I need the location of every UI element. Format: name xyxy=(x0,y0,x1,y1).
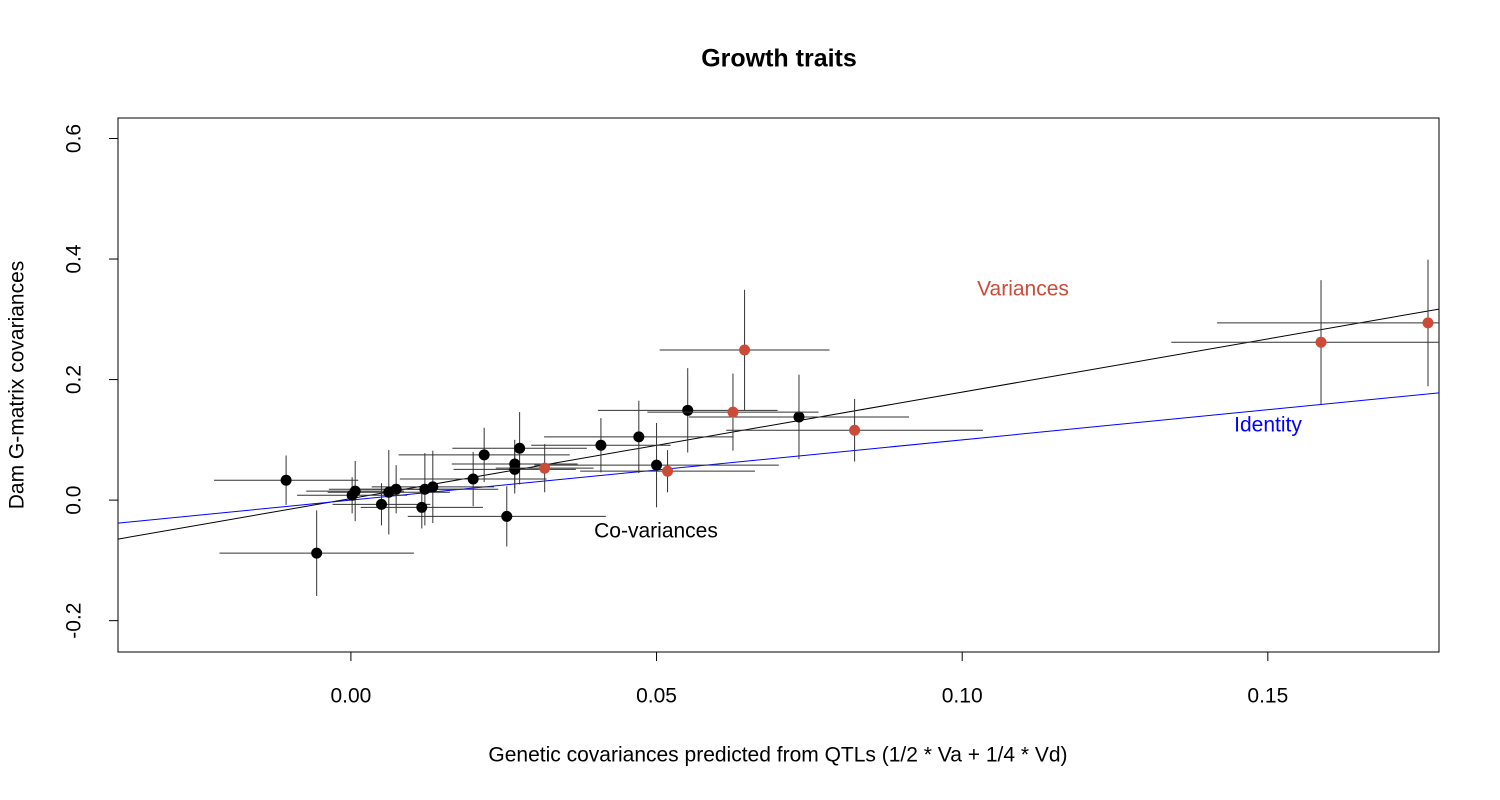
point xyxy=(1422,317,1434,329)
x-tick-label: 0.15 xyxy=(1247,685,1288,708)
x-tick-label: 0.10 xyxy=(942,685,983,708)
point xyxy=(509,463,521,475)
point xyxy=(633,431,645,443)
point xyxy=(727,406,739,418)
point xyxy=(390,483,402,495)
point xyxy=(311,547,323,559)
point xyxy=(280,474,292,486)
fit-line xyxy=(118,308,1439,540)
point xyxy=(793,411,805,423)
point xyxy=(501,510,513,522)
y-tick-label: 0.0 xyxy=(63,486,86,515)
point xyxy=(1315,336,1327,348)
point xyxy=(662,465,674,477)
point xyxy=(416,501,428,513)
fit-line xyxy=(118,392,1439,524)
point xyxy=(539,462,551,474)
chart-title: Growth traits xyxy=(701,45,857,73)
point xyxy=(682,404,694,416)
annotation: Co-variances xyxy=(594,520,718,543)
y-tick-label: 0.6 xyxy=(63,124,86,153)
point xyxy=(349,485,361,497)
point xyxy=(467,473,479,485)
x-tick-label: 0.05 xyxy=(636,685,677,708)
annotation: Variances xyxy=(977,278,1069,301)
x-axis-label: Genetic covariances predicted from QTLs … xyxy=(488,744,1067,767)
plot-frame xyxy=(117,117,1440,653)
point xyxy=(651,459,663,471)
point xyxy=(849,424,861,436)
point xyxy=(427,481,439,493)
y-axis-label: Dam G-matrix covariances xyxy=(6,261,29,510)
point xyxy=(739,344,751,356)
y-tick-label: 0.2 xyxy=(63,365,86,394)
x-tick-label: 0.00 xyxy=(330,685,371,708)
point xyxy=(375,498,387,510)
point xyxy=(595,439,607,451)
y-tick-label: 0.4 xyxy=(63,244,86,274)
y-tick-label: -0.2 xyxy=(63,603,86,639)
annotation: Identity xyxy=(1234,414,1302,437)
point xyxy=(478,449,490,461)
point xyxy=(514,442,526,454)
